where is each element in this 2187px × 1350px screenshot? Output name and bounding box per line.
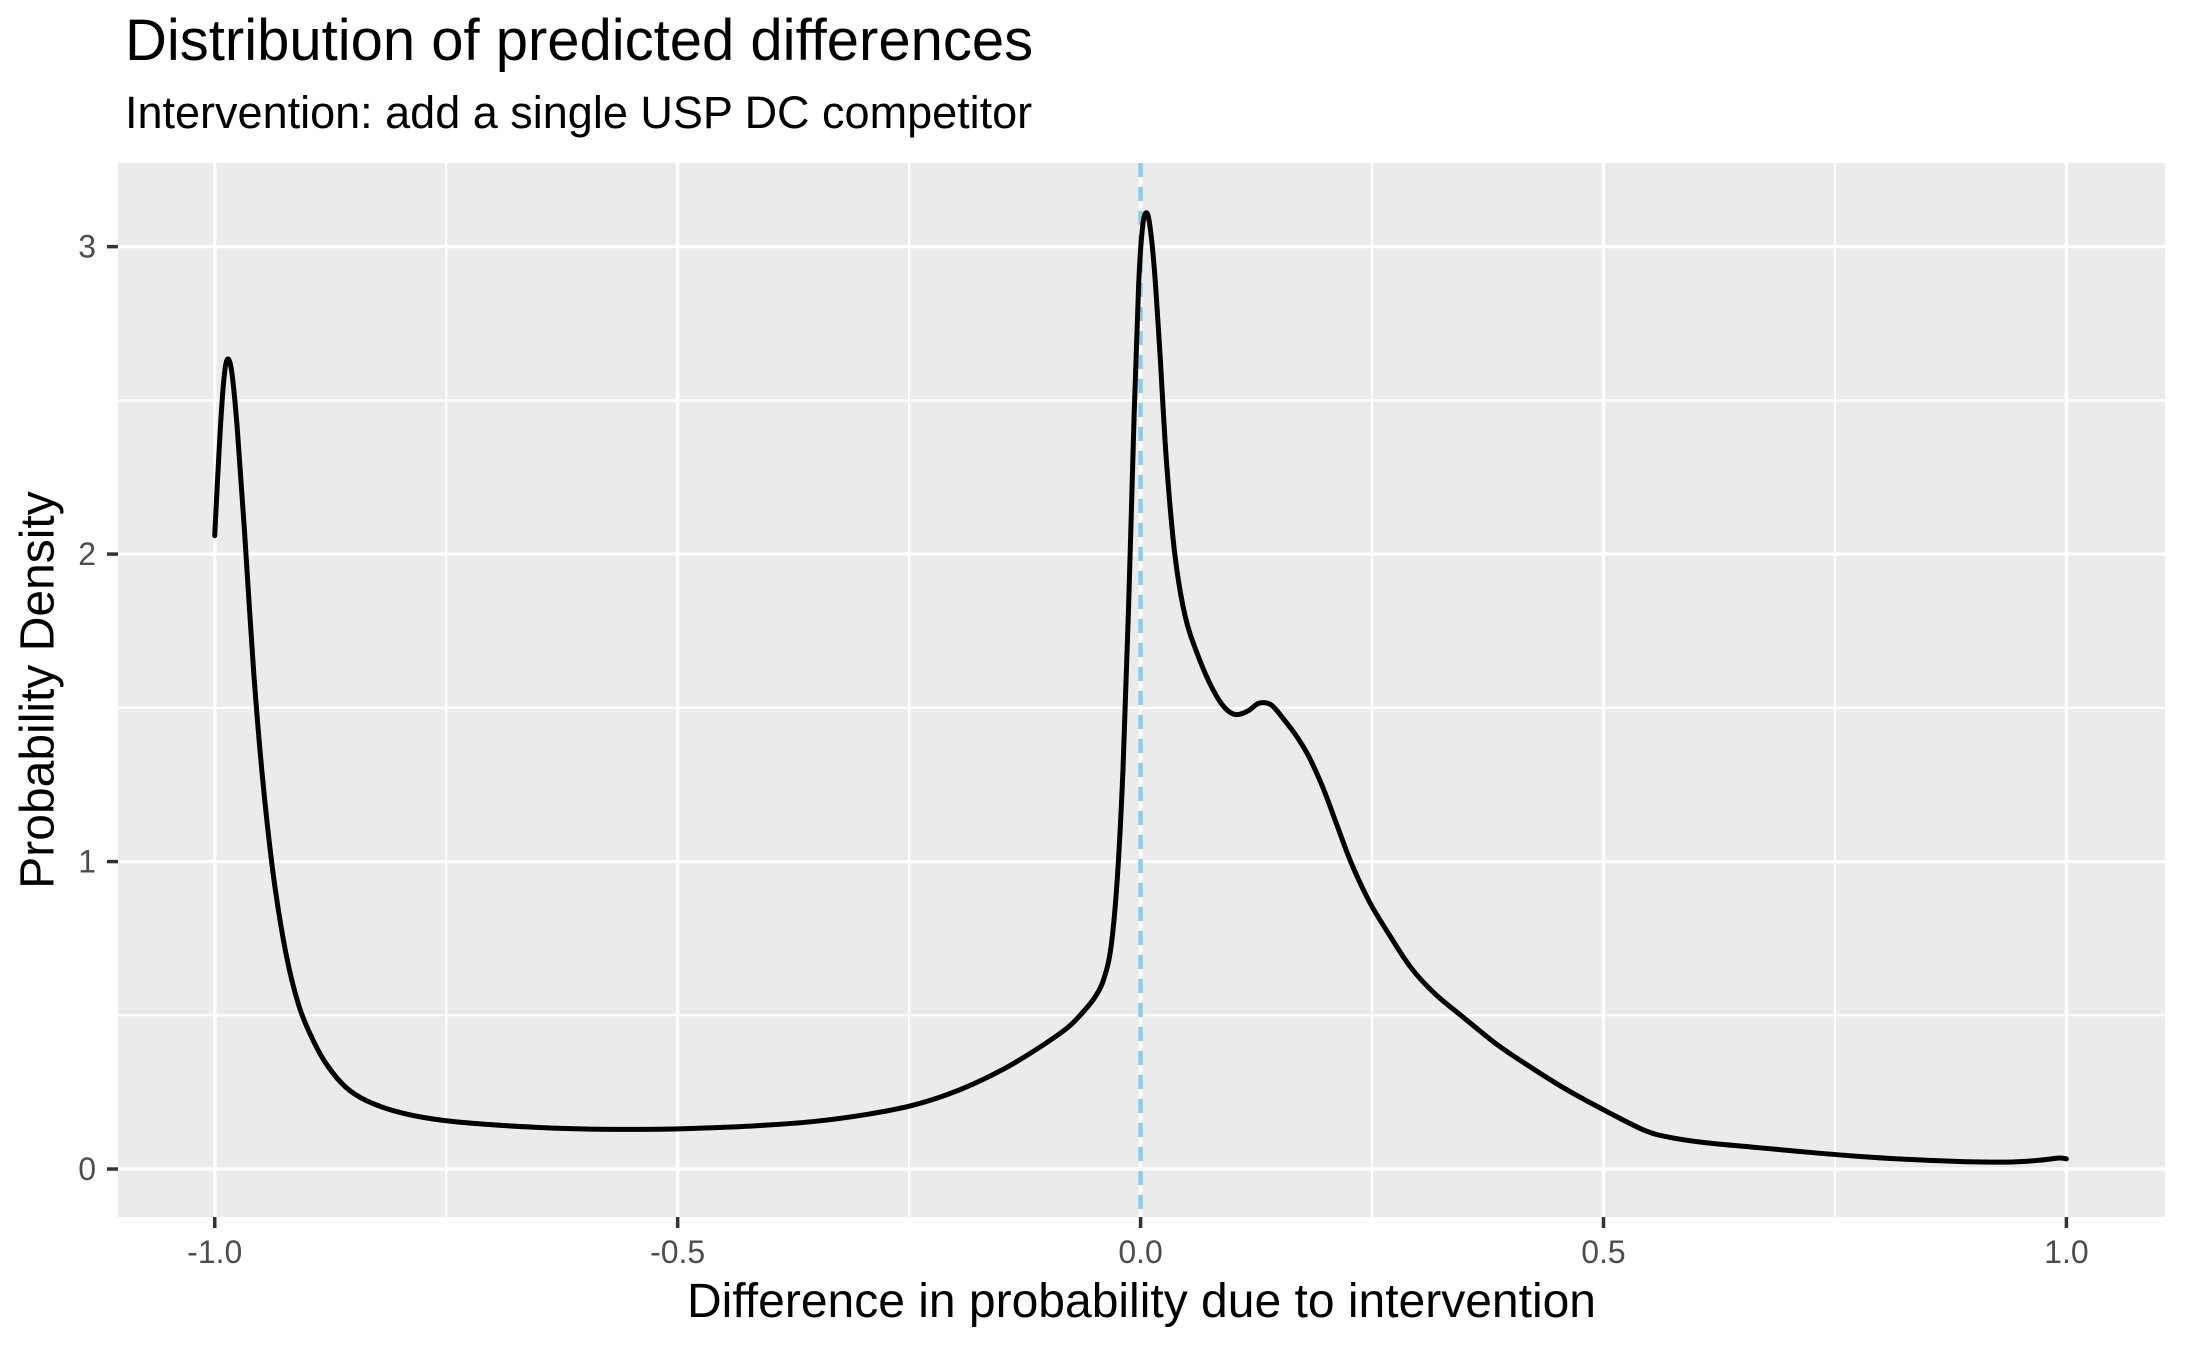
chart-title: Distribution of predicted differences: [125, 8, 1034, 73]
x-axis-tick-label: 0.5: [1581, 1234, 1625, 1270]
x-axis-tick-label: -0.5: [650, 1234, 705, 1270]
x-axis-tick-label: 1.0: [2044, 1234, 2088, 1270]
chart-subtitle: Intervention: add a single USP DC compet…: [125, 87, 1033, 138]
x-axis-tick-label: -1.0: [187, 1234, 242, 1270]
y-axis-tick-label: 3: [78, 229, 96, 265]
y-axis-tick-label: 0: [78, 1151, 96, 1187]
x-axis-title: Difference in probability due to interve…: [687, 1275, 1596, 1328]
y-axis-tick-label: 1: [78, 844, 96, 880]
density-curve: [212, 210, 2069, 1165]
y-axis-tick-label: 2: [78, 536, 96, 572]
x-axis-tick-label: 0.0: [1118, 1234, 1162, 1270]
